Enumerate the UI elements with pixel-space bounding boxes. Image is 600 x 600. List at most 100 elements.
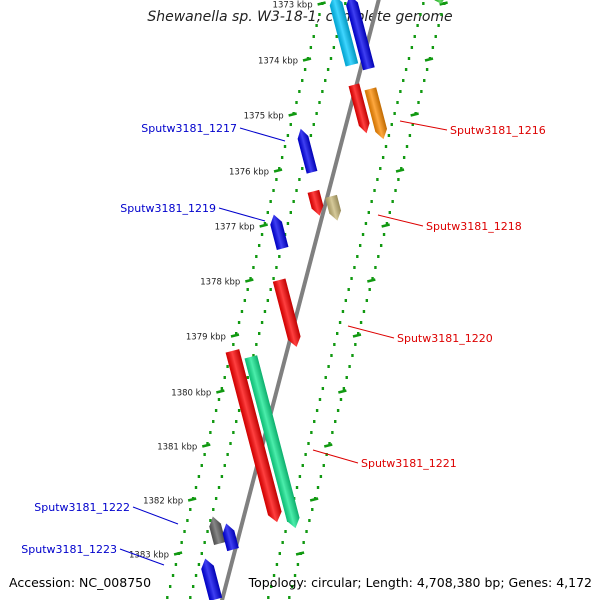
ruler-dot (293, 574, 297, 577)
ruler-dot (266, 299, 270, 302)
ruler-dot (255, 255, 258, 258)
ruler-dot (310, 431, 313, 434)
ruler-dot (318, 398, 322, 401)
ruler-dot (301, 167, 304, 170)
tick-mark (439, 1, 448, 6)
tick-label: 1378 kbp (200, 278, 240, 288)
ruler-dot (402, 156, 406, 159)
ruler-dot (407, 57, 411, 60)
gene-shading (364, 87, 388, 140)
gene-shading (325, 194, 341, 221)
tick-layer: 1373 kbp 1374 kbp 1375 kbp 1376 kbp 1377 kbp… (129, 1, 448, 561)
gene-label[interactable]: Sputw3181_1220 (397, 332, 493, 345)
gene-label[interactable]: Sputw3181_1218 (426, 220, 522, 233)
gene-feature[interactable] (325, 194, 343, 222)
ruler-dot (311, 508, 314, 511)
gene-feature[interactable] (364, 87, 390, 140)
ruler-dot (315, 112, 318, 115)
gene-feature[interactable] (344, 0, 375, 71)
tick-mark (230, 333, 240, 338)
ruler-dot (312, 35, 315, 38)
ruler-dot (326, 68, 330, 71)
ruler-dot (212, 420, 215, 423)
ruler-dot (325, 453, 328, 456)
gene-shading (329, 0, 359, 67)
ruler-dot (359, 321, 363, 324)
gene-label[interactable]: Sputw3181_1217 (141, 122, 237, 135)
gene-Sputw3181_1217[interactable] (295, 127, 318, 174)
ruler-dot (295, 101, 298, 104)
ruler-dot (286, 134, 290, 137)
gene-Sputw3181_1220[interactable] (272, 278, 303, 348)
gene-Sputw3181_1223[interactable] (199, 557, 223, 600)
gene-label[interactable]: Sputw3181_1222 (34, 501, 130, 514)
ruler-dot (200, 464, 203, 467)
ruler-dot (226, 453, 229, 456)
ruler-dot (189, 596, 192, 599)
tick-mark (317, 1, 326, 6)
ruler-dot (361, 233, 365, 236)
ruler-dot (308, 519, 311, 522)
gene-feature[interactable] (220, 522, 239, 552)
ruler-dot (321, 387, 325, 390)
ruler-dot (420, 90, 423, 93)
tick-mark (245, 278, 254, 283)
ruler-dot (370, 200, 373, 203)
ruler-dot (269, 288, 272, 291)
ruler-dot (246, 288, 249, 291)
gene-Sputw3181_1219[interactable] (268, 213, 289, 250)
gene-Sputw3181_1216[interactable] (348, 83, 372, 134)
ruler-dot (290, 585, 294, 588)
ruler-dot (367, 211, 370, 214)
ruler-dot (335, 35, 338, 38)
ruler-dot (342, 387, 346, 390)
ruler-dot (304, 453, 307, 456)
ruler-dot (309, 134, 313, 137)
ruler-dot (220, 475, 224, 478)
gene-leader-line (377, 214, 424, 227)
ruler-dot (286, 222, 290, 225)
gene-feature[interactable] (327, 0, 359, 67)
gene-label[interactable]: Sputw3181_1216 (450, 124, 546, 137)
ruler-dot (422, 2, 425, 5)
gene-label[interactable]: Sputw3181_1221 (361, 457, 457, 470)
ruler-dot (373, 189, 376, 192)
ruler-dot (341, 310, 345, 313)
gene-label[interactable]: Sputw3181_1223 (21, 543, 117, 556)
ruler-dot (396, 101, 399, 104)
ruler-dot (289, 123, 292, 126)
ruler-dot (252, 354, 255, 357)
ruler-dot (203, 453, 206, 456)
ruler-dot (350, 277, 353, 280)
ruler-dot (197, 563, 201, 566)
gene-Sputw3181_1218[interactable] (307, 189, 326, 217)
ruler-dot (226, 365, 229, 368)
label-layer: Sputw3181_1216 Sputw3181_1217 Sputw3181_12… (21, 120, 546, 566)
ruler-dot (203, 541, 206, 544)
ruler-dot (249, 277, 252, 280)
ruler-dot (298, 90, 301, 93)
ruler-dot (174, 563, 178, 566)
gene-feature[interactable] (244, 355, 302, 530)
gene-label[interactable]: Sputw3181_1219 (120, 202, 216, 215)
ruler-dot (381, 156, 385, 159)
tick-mark (302, 57, 312, 62)
gene-Sputw3181_1221[interactable] (225, 349, 284, 524)
ruler-dot (217, 486, 221, 489)
ruler-dot (232, 343, 235, 346)
gene-Sputw3181_1222[interactable] (207, 515, 226, 546)
tick-mark (173, 551, 183, 556)
ruler-dot (197, 475, 201, 478)
ruler-dot (307, 442, 310, 445)
ruler-left (166, 2, 347, 599)
ruler-dot (382, 233, 386, 236)
ruler-dot (336, 332, 339, 335)
tick-mark (323, 443, 333, 448)
gene-feature[interactable] (432, 0, 446, 5)
ruler-dot (344, 2, 347, 5)
ruler-dot (223, 376, 226, 379)
ruler-dot (278, 167, 281, 170)
ruler-dot (284, 530, 287, 533)
ruler-dot (275, 266, 278, 269)
